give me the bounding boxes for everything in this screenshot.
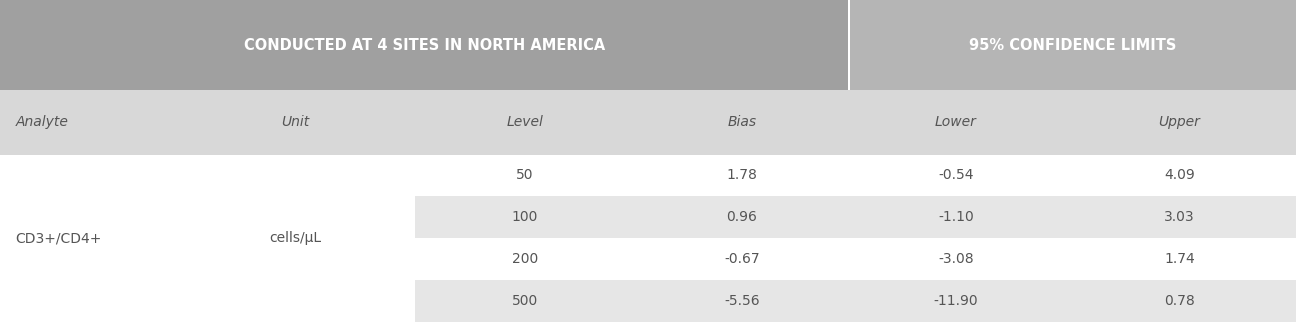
Text: Lower: Lower: [934, 115, 977, 129]
Text: -0.54: -0.54: [938, 168, 973, 183]
Text: CONDUCTED AT 4 SITES IN NORTH AMERICA: CONDUCTED AT 4 SITES IN NORTH AMERICA: [244, 38, 605, 52]
Text: 50: 50: [516, 168, 534, 183]
Text: -0.67: -0.67: [724, 252, 759, 266]
Text: Upper: Upper: [1159, 115, 1200, 129]
Text: 1.74: 1.74: [1164, 252, 1195, 266]
Text: 4.09: 4.09: [1164, 168, 1195, 183]
Text: 0.96: 0.96: [727, 210, 757, 224]
Text: 500: 500: [512, 294, 538, 308]
Bar: [0, 280, 415, 322]
Bar: [0, 0, 849, 90]
Text: 0.78: 0.78: [1164, 294, 1195, 308]
Text: Bias: Bias: [727, 115, 757, 129]
Text: CD3+/CD4+: CD3+/CD4+: [16, 231, 102, 245]
Text: 1.78: 1.78: [727, 168, 757, 183]
Text: -5.56: -5.56: [724, 294, 759, 308]
Bar: [0, 155, 1296, 156]
Bar: [0, 196, 415, 238]
Text: 200: 200: [512, 252, 538, 266]
Bar: [0, 90, 1296, 155]
Text: 95% CONFIDENCE LIMITS: 95% CONFIDENCE LIMITS: [968, 38, 1177, 52]
Bar: [0, 155, 1296, 196]
Bar: [849, 0, 1296, 90]
Text: 100: 100: [512, 210, 538, 224]
Text: Level: Level: [507, 115, 543, 129]
Bar: [848, 0, 850, 90]
Text: -1.10: -1.10: [938, 210, 973, 224]
Text: Unit: Unit: [281, 115, 308, 129]
Bar: [0, 238, 1296, 280]
Text: -11.90: -11.90: [933, 294, 978, 308]
Text: -3.08: -3.08: [938, 252, 973, 266]
Bar: [0, 280, 1296, 322]
Text: 3.03: 3.03: [1164, 210, 1195, 224]
Text: cells/μL: cells/μL: [268, 231, 321, 245]
Text: Analyte: Analyte: [16, 115, 69, 129]
Bar: [0, 196, 1296, 238]
